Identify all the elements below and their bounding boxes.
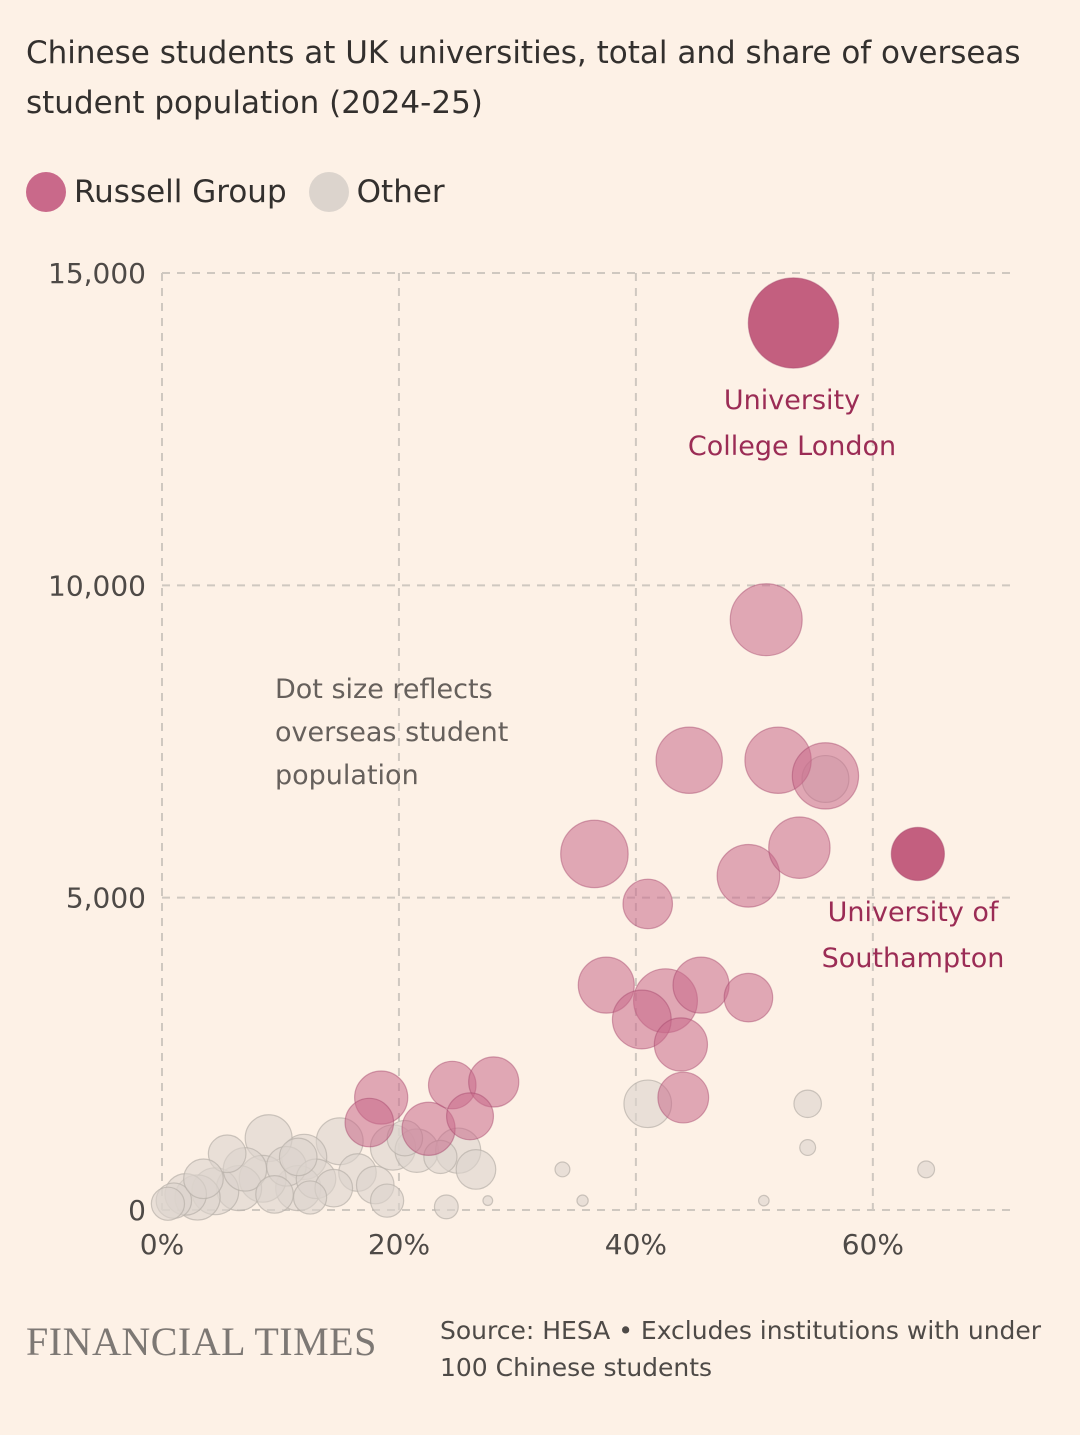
other-bubble	[256, 1176, 294, 1214]
y-tick-label: 10,000	[48, 569, 146, 602]
chart-title: Chinese students at UK universities, tot…	[26, 28, 1046, 128]
russell-group-bubble	[345, 1098, 393, 1146]
other-bubble	[483, 1196, 493, 1206]
other-bubble	[184, 1159, 224, 1199]
legend: Russell Group Other	[26, 170, 467, 214]
annotation-ucl: University College London	[682, 378, 902, 470]
annotation-ucl-line: College London	[682, 424, 902, 470]
other-bubble	[279, 1138, 317, 1176]
legend-item-russell: Russell Group	[26, 172, 287, 212]
legend-item-other: Other	[309, 172, 445, 212]
annotation-southampton: University of Southampton	[813, 890, 1013, 982]
other-bubble	[800, 1140, 816, 1156]
russell-group-bubble	[724, 973, 772, 1021]
other-bubble	[434, 1195, 458, 1219]
x-tick-label: 60%	[842, 1228, 904, 1261]
legend-label-russell: Russell Group	[74, 174, 287, 210]
source-line: Source: HESA • Excludes institutions wit…	[440, 1312, 1050, 1349]
source-line: 100 Chinese students	[440, 1349, 1050, 1386]
annotation-southampton-line: Southampton	[813, 936, 1013, 982]
other-bubble	[794, 1090, 821, 1117]
legend-label-other: Other	[357, 174, 445, 210]
russell-group-bubble	[561, 820, 628, 887]
size-note-line: population	[275, 754, 575, 797]
russell-group-bubble	[658, 1072, 709, 1123]
legend-swatch-russell	[26, 172, 66, 212]
annotation-ucl-line: University	[682, 378, 902, 424]
other-bubble	[759, 1195, 769, 1205]
russell-group-bubble	[730, 584, 802, 656]
other-bubble	[151, 1187, 184, 1220]
other-bubble	[555, 1162, 570, 1177]
russell-group-bubble	[447, 1093, 494, 1140]
size-note: Dot size reflects overseas student popul…	[275, 668, 575, 797]
annotation-southampton-line: University of	[813, 890, 1013, 936]
russell-group-bubble	[891, 827, 944, 880]
russell-group-bubble	[654, 1018, 707, 1071]
russell-group-bubble	[769, 817, 830, 878]
x-tick-label: 0%	[140, 1228, 184, 1261]
x-tick-label: 20%	[368, 1228, 430, 1261]
russell-group-bubble	[673, 957, 729, 1013]
y-tick-label: 15,000	[48, 257, 146, 290]
size-note-line: Dot size reflects	[275, 668, 575, 711]
other-bubble	[371, 1184, 404, 1217]
y-tick-label: 0	[128, 1194, 146, 1227]
other-bubble	[456, 1150, 496, 1190]
x-tick-label: 40%	[605, 1228, 667, 1261]
other-bubble	[577, 1195, 588, 1206]
other-bubble	[918, 1161, 935, 1178]
y-tick-label: 5,000	[66, 882, 146, 915]
ft-logo: FINANCIAL TIMES	[26, 1318, 377, 1365]
legend-swatch-other	[309, 172, 349, 212]
other-bubble	[294, 1181, 327, 1214]
russell-group-bubble	[623, 879, 672, 928]
source-note: Source: HESA • Excludes institutions wit…	[440, 1312, 1050, 1386]
size-note-line: overseas student	[275, 711, 575, 754]
russell-group-bubble	[792, 743, 858, 809]
russell-group-bubble	[748, 278, 838, 368]
russell-group-bubble	[656, 727, 722, 793]
